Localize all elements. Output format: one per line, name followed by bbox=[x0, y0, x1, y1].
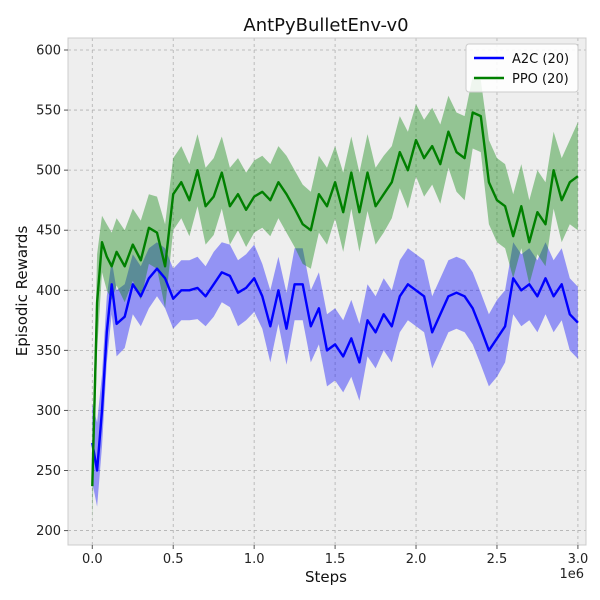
x-tick-label: 1.5 bbox=[325, 552, 346, 567]
y-tick-label: 250 bbox=[36, 464, 61, 479]
band-ppo bbox=[92, 76, 578, 522]
x-axis-ticks: 0.0 0.5 1.0 1.5 2.0 2.5 3.0 bbox=[82, 545, 588, 567]
plot-frame bbox=[67, 37, 587, 546]
y-tick-label: 350 bbox=[36, 344, 61, 359]
chart-title: AntPyBulletEnv-v0 bbox=[243, 15, 408, 36]
line-a2c bbox=[91, 267, 579, 472]
x-tick-label: 2.5 bbox=[487, 552, 508, 567]
x-tick-label: 1.0 bbox=[244, 552, 265, 567]
y-tick-label: 200 bbox=[36, 524, 61, 539]
y-tick-label: 550 bbox=[36, 104, 61, 119]
x-tick-label: 3.0 bbox=[568, 552, 589, 567]
x-axis-offset-label: 1e6 bbox=[559, 567, 584, 582]
y-tick-label: 600 bbox=[36, 44, 61, 59]
y-axis-ticks: 200 250 300 350 400 450 500 550 600 bbox=[36, 44, 68, 539]
legend-label-ppo: PPO (20) bbox=[512, 72, 569, 87]
x-tick-label: 0.5 bbox=[163, 552, 184, 567]
y-tick-label: 300 bbox=[36, 404, 61, 419]
x-tick-label: 2.0 bbox=[406, 552, 427, 567]
legend-box bbox=[465, 43, 579, 93]
y-tick-label: 450 bbox=[36, 224, 61, 239]
legend: A2C (20) PPO (20) bbox=[465, 43, 579, 93]
series-lines bbox=[91, 111, 579, 487]
y-tick-label: 400 bbox=[36, 284, 61, 299]
y-tick-label: 500 bbox=[36, 164, 61, 179]
confidence-bands bbox=[92, 76, 578, 522]
line-ppo bbox=[91, 111, 579, 487]
x-axis-label: Steps bbox=[305, 568, 347, 586]
legend-label-a2c: A2C (20) bbox=[512, 52, 569, 67]
plot-area bbox=[68, 38, 586, 545]
x-tick-label: 0.0 bbox=[82, 552, 103, 567]
y-axis-label: Episodic Rewards bbox=[13, 226, 31, 357]
band-a2c bbox=[92, 242, 578, 507]
